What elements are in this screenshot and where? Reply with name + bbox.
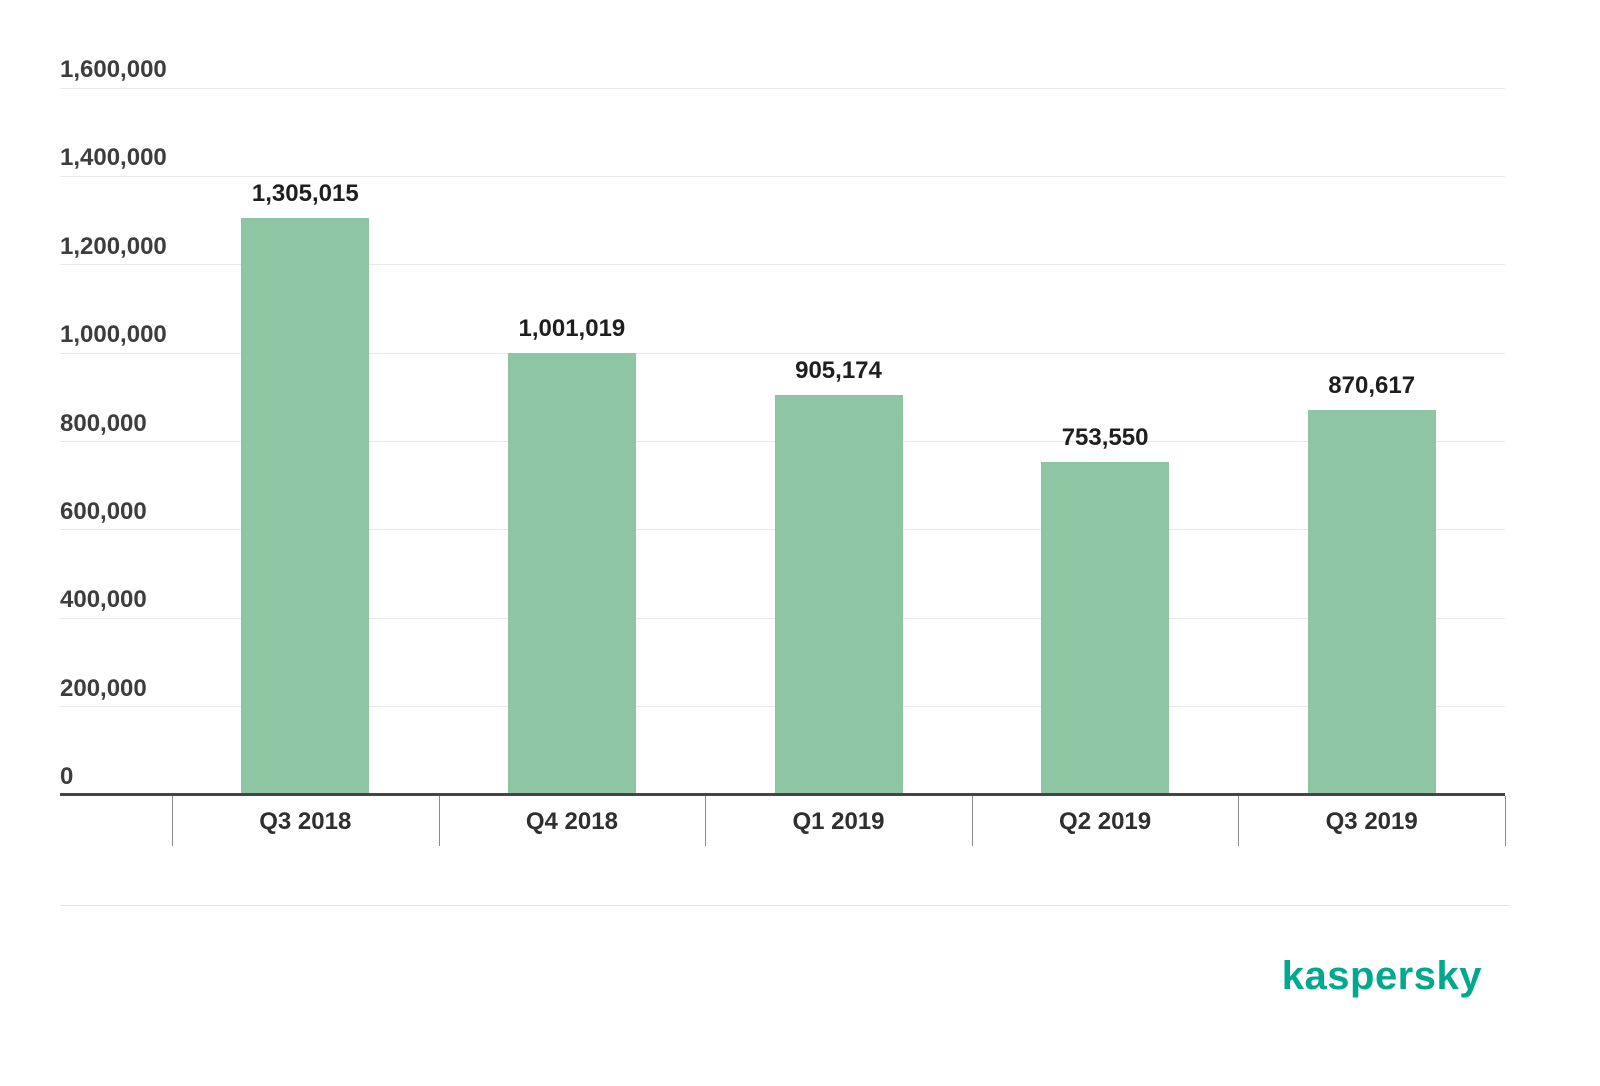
y-axis-tick-label: 200,000 — [60, 674, 147, 702]
x-axis-category-label: Q3 2018 — [259, 808, 352, 835]
bar-value-label: 870,617 — [1328, 372, 1416, 400]
x-axis-category-label: Q4 2018 — [525, 808, 618, 835]
plot-area: 0 200,000 400,000 600,000 800,000 1,000,000 1,… — [60, 56, 1505, 795]
bar — [1307, 410, 1436, 795]
x-axis-tick — [1238, 796, 1240, 846]
gridline — [60, 175, 1505, 177]
y-axis-tick-label: 1,200,000 — [60, 232, 167, 260]
x-axis-tick — [438, 796, 440, 846]
x-axis-category-label: Q2 2019 — [1059, 808, 1152, 835]
x-axis-tick — [172, 796, 173, 846]
x-axis-category-label: Q1 2019 — [792, 808, 885, 835]
gridline — [60, 352, 1505, 354]
gridline — [60, 264, 1505, 266]
y-axis-tick-label: 0 — [60, 763, 74, 790]
bar-value-label: 753,550 — [1061, 424, 1149, 452]
footer-divider — [60, 905, 1510, 906]
y-axis-tick-label: 800,000 — [60, 409, 147, 437]
x-axis-tick — [971, 796, 973, 846]
y-axis-tick-label: 1,000,000 — [60, 321, 167, 349]
y-axis-tick-label: 600,000 — [60, 497, 147, 525]
bar-value-label: 905,174 — [795, 357, 882, 385]
x-axis-tick — [1505, 796, 1506, 846]
x-axis-category-label: Q3 2019 — [1325, 808, 1418, 835]
y-axis-tick-label: 1,400,000 — [60, 144, 167, 172]
y-axis-tick-label: 1,600,000 — [60, 56, 167, 83]
bar — [774, 395, 903, 795]
bar — [241, 218, 370, 795]
bar — [1041, 462, 1170, 795]
bar — [507, 352, 636, 795]
gridline — [60, 87, 1505, 89]
bar-value-label: 1,001,019 — [518, 314, 626, 342]
kaspersky-logo: kaspersky — [1281, 954, 1482, 998]
x-axis: Q3 2018 Q4 2018 Q1 2019 Q2 2019 Q3 2019 — [60, 793, 1506, 848]
x-axis-tick — [705, 796, 707, 846]
bar-value-label: 1,305,015 — [251, 180, 359, 208]
y-axis-tick-label: 400,000 — [60, 586, 147, 614]
